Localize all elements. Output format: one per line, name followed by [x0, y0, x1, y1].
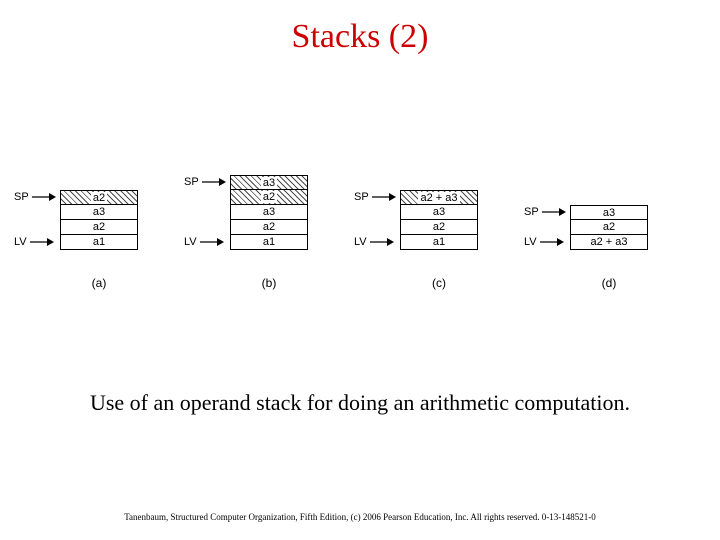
stack-cell: a2	[400, 220, 478, 235]
cell-value: a2	[261, 221, 277, 233]
lv-pointer: LV	[524, 236, 564, 248]
sp-label: SP	[184, 176, 198, 188]
cell-value: a2	[91, 192, 107, 204]
stack: a2 a3 a2 a1	[60, 190, 138, 250]
cell-value: a2	[91, 221, 107, 233]
cell-value: a2	[431, 221, 447, 233]
cell-value: a3	[431, 206, 447, 218]
stack-cell: a1	[60, 235, 138, 250]
stack-cell: a2 + a3	[400, 190, 478, 205]
stack-panel-c: a2 + a3a3a2a1SP LV (c)	[400, 190, 478, 250]
arrow-icon	[372, 192, 396, 202]
stack: a3 a2 a2 + a3	[570, 205, 648, 250]
cell-value: a2 + a3	[418, 192, 459, 204]
stack-cell: a2	[570, 220, 648, 235]
arrow-icon	[30, 237, 54, 247]
lv-label: LV	[354, 236, 367, 248]
panel-label: (d)	[570, 276, 648, 290]
stack-panel-d: a3a2a2 + a3SP LV (d)	[570, 205, 648, 250]
stack-panel-a: a2a3a2a1SP LV (a)	[60, 190, 138, 250]
cell-value: a2	[261, 191, 277, 203]
stack-cell: a2	[60, 220, 138, 235]
cell-value: a2	[601, 221, 617, 233]
lv-label: LV	[524, 236, 537, 248]
cell-value: a3	[91, 206, 107, 218]
arrow-icon	[370, 237, 394, 247]
stack-cell: a2	[60, 190, 138, 205]
lv-label: LV	[14, 236, 27, 248]
sp-label: SP	[14, 191, 28, 203]
stack-cell: a3	[400, 205, 478, 220]
stack-cell: a1	[400, 235, 478, 250]
sp-pointer: SP	[354, 191, 396, 203]
stack-cell: a2 + a3	[570, 235, 648, 250]
lv-pointer: LV	[354, 236, 394, 248]
cell-value: a2 + a3	[588, 236, 629, 248]
stack-cell: a3	[570, 205, 648, 220]
cell-value: a1	[261, 236, 277, 248]
arrow-icon	[540, 237, 564, 247]
page-title: Stacks (2)	[0, 0, 720, 56]
sp-label: SP	[354, 191, 368, 203]
arrow-icon	[32, 192, 56, 202]
lv-pointer: LV	[184, 236, 224, 248]
arrow-icon	[200, 237, 224, 247]
cell-value: a1	[431, 236, 447, 248]
panel-label: (a)	[60, 276, 138, 290]
cell-value: a3	[601, 207, 617, 219]
stack-cell: a3	[230, 205, 308, 220]
stack-panel-b: a3a2a3a2a1SP LV (b)	[230, 175, 308, 250]
lv-pointer: LV	[14, 236, 54, 248]
sp-pointer: SP	[184, 176, 226, 188]
arrow-icon	[202, 177, 226, 187]
sp-pointer: SP	[14, 191, 56, 203]
cell-value: a3	[261, 206, 277, 218]
stack-cell: a3	[60, 205, 138, 220]
sp-label: SP	[524, 206, 538, 218]
stack: a2 + a3 a3 a2 a1	[400, 190, 478, 250]
arrow-icon	[542, 207, 566, 217]
stack-cell: a1	[230, 235, 308, 250]
cell-value: a1	[91, 236, 107, 248]
stack-cell: a2	[230, 190, 308, 205]
panel-label: (c)	[400, 276, 478, 290]
panel-label: (b)	[230, 276, 308, 290]
copyright-footer: Tanenbaum, Structured Computer Organizat…	[0, 512, 720, 522]
lv-label: LV	[184, 236, 197, 248]
sp-pointer: SP	[524, 206, 566, 218]
stack-diagram: a2 a3 a2 a1 SP LV (a) a3 a2 a3 a2 a1 SP LV (b) a2 +…	[0, 175, 720, 315]
stack-cell: a2	[230, 220, 308, 235]
stack: a3 a2 a3 a2 a1	[230, 175, 308, 250]
cell-value: a3	[261, 177, 277, 189]
stack-cell: a3	[230, 175, 308, 190]
caption-text: Use of an operand stack for doing an ari…	[0, 390, 720, 416]
